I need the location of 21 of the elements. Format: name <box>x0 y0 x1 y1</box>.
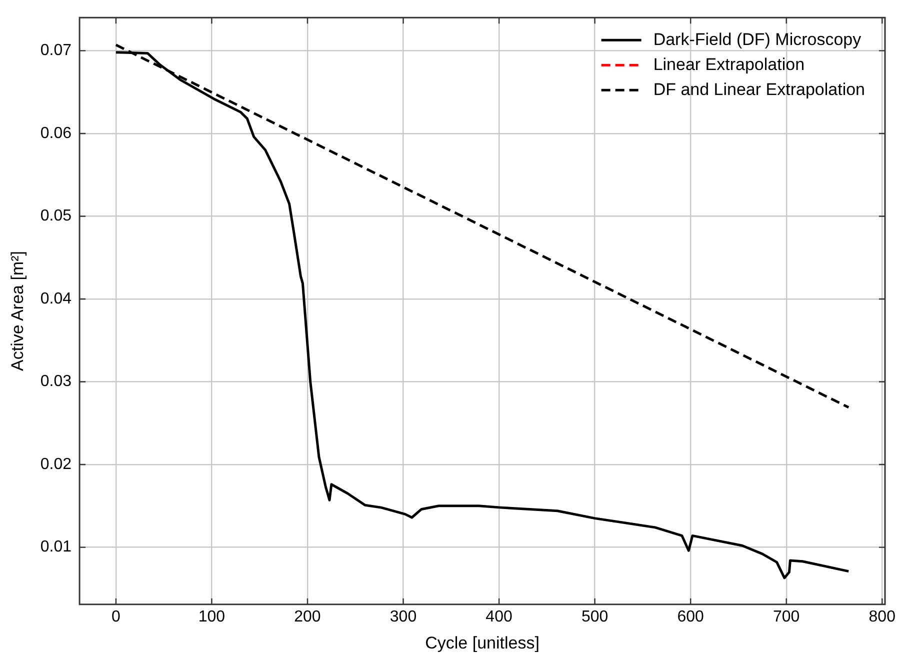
y-tick-label: 0.07 <box>40 42 72 60</box>
y-tick-label: 0.01 <box>40 538 72 556</box>
x-tick-label: 700 <box>773 608 800 626</box>
x-tick-label: 200 <box>294 608 321 626</box>
legend-label: Linear Extrapolation <box>653 54 805 74</box>
x-tick-label: 100 <box>198 608 226 626</box>
legend-label: DF and Linear Extrapolation <box>653 80 866 99</box>
x-axis-title: Cycle [unitless] <box>425 633 540 652</box>
x-tick-label: 800 <box>868 608 896 626</box>
y-tick-label: 0.05 <box>40 208 72 225</box>
y-axis-title: Active Area [m²] <box>8 251 27 371</box>
y-tick-label: 0.02 <box>40 456 72 473</box>
y-tick-label: 0.03 <box>40 373 72 390</box>
x-tick-label: 600 <box>677 608 704 626</box>
x-tick-label: 400 <box>486 608 512 626</box>
x-tick-label: 300 <box>390 608 417 626</box>
x-tick-label: 500 <box>581 608 608 626</box>
y-tick-label: 0.04 <box>40 290 72 308</box>
x-tick-label: 0 <box>111 608 120 626</box>
y-tick-label: 0.06 <box>40 124 72 142</box>
legend-label: Dark-Field (DF) Microscopy <box>653 30 862 49</box>
